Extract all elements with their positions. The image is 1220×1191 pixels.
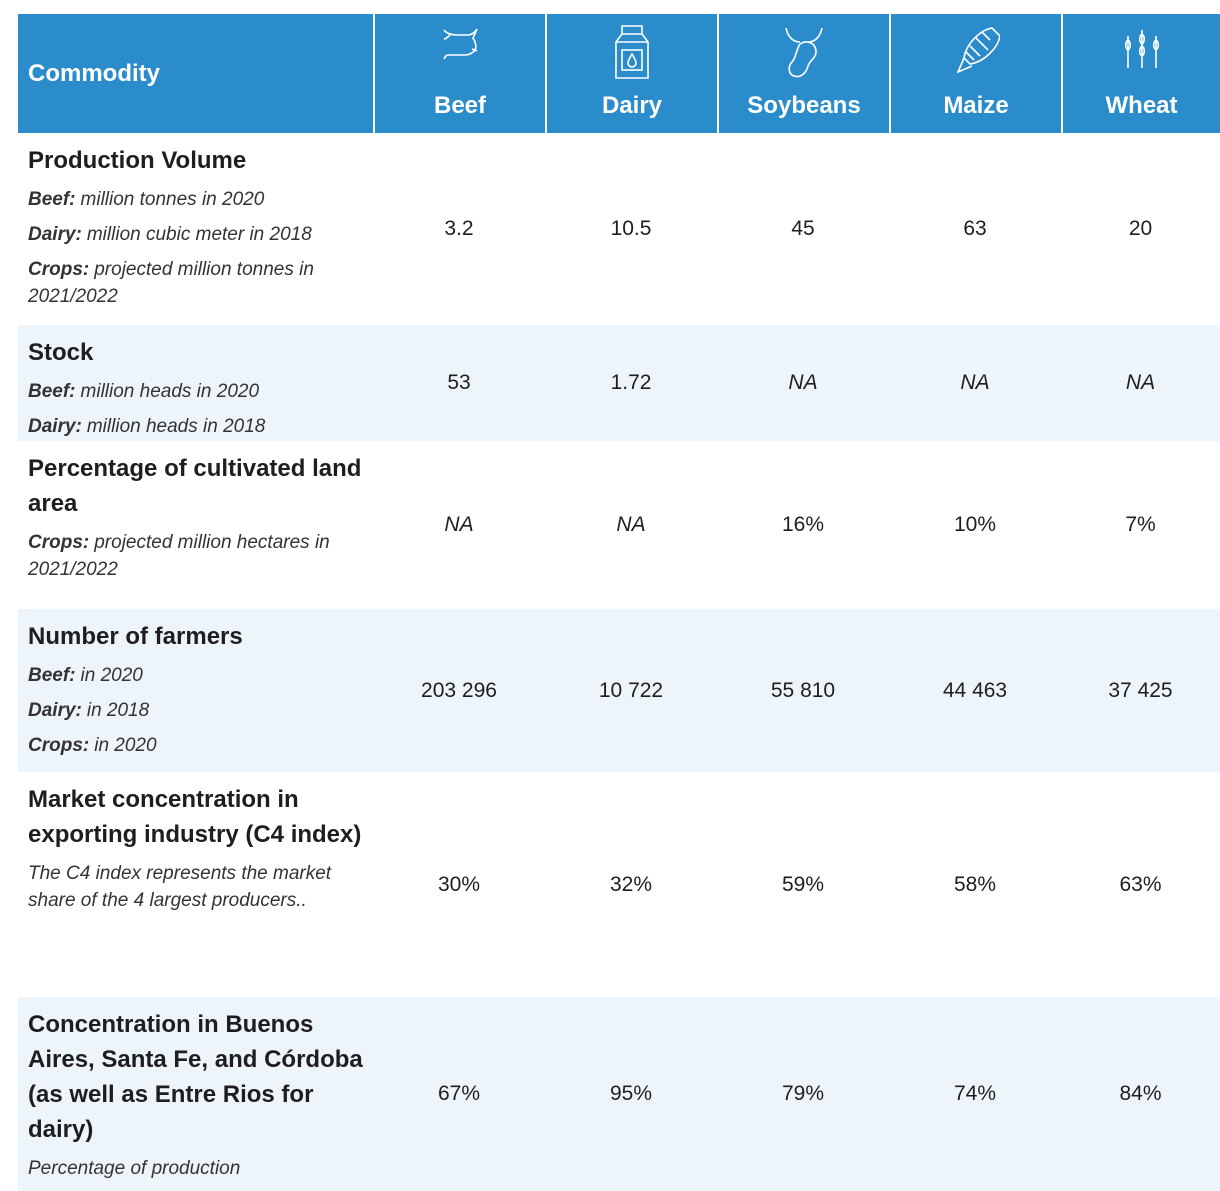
row-note: Dairy: in 2018	[28, 697, 363, 724]
value-cell: 59%	[781, 872, 825, 896]
note-label: Dairy:	[28, 700, 82, 721]
maize-icon	[956, 27, 1000, 74]
note-text: million tonnes in 2020	[80, 189, 265, 210]
value-cell: 53	[447, 371, 471, 394]
note-text: projected million tonnes in 2021/2022	[28, 259, 314, 307]
value-cell: 10.5	[610, 217, 652, 240]
row-note: Beef: million tonnes in 2020	[28, 186, 363, 213]
note-label: Crops:	[28, 259, 90, 280]
value-cell: 3.2	[444, 217, 474, 240]
value-cell: NA	[1125, 371, 1156, 394]
header-cell: Maize	[889, 14, 1061, 133]
table-row: Concentration in Buenos Aires, Santa Fe,…	[18, 997, 1220, 1191]
value-cell: 95%	[609, 1082, 653, 1105]
note-text: in 2020	[80, 665, 143, 686]
table-row: Market concentration in exporting indust…	[18, 772, 1220, 997]
row-title: Market concentration in exporting indust…	[28, 786, 362, 848]
note-text: Percentage of production	[28, 1158, 241, 1179]
header-cell: Dairy	[545, 14, 717, 133]
note-label: Dairy:	[28, 224, 82, 245]
value-cell: 20	[1128, 217, 1153, 240]
row-label-cell: Production Volume Beef: million tonnes in …	[18, 133, 373, 325]
header-column: Beef	[433, 92, 487, 119]
value-cell: 37 425	[1108, 678, 1173, 702]
value-cell: 1.72	[610, 371, 652, 394]
value-cell: 32%	[609, 872, 653, 896]
note-text: million cubic meter in 2018	[86, 224, 312, 245]
row-title: Number of farmers	[28, 623, 243, 650]
row-note: Dairy: million cubic meter in 2018	[28, 221, 363, 248]
value-cell: 16%	[781, 513, 825, 536]
value-cell: 58%	[953, 872, 997, 896]
row-label-cell: Market concentration in exporting indust…	[18, 772, 373, 997]
header-column: Wheat	[1105, 92, 1178, 119]
value-cell: 67%	[437, 1082, 481, 1105]
value-cell: 30%	[437, 872, 481, 896]
note-text: projected million hectares in 2021/2022	[28, 532, 330, 580]
header-cell: Wheat	[1061, 14, 1220, 133]
note-label: Beef:	[28, 665, 76, 686]
row-title: Concentration in Buenos Aires, Santa Fe,…	[28, 1011, 363, 1143]
note-text: million heads in 2018	[86, 416, 266, 437]
table-row: Percentage of cultivated land area Crops:…	[18, 441, 1220, 609]
value-cell: NA	[444, 513, 474, 536]
note-label: Beef:	[28, 381, 76, 402]
note-text: in 2018	[86, 700, 150, 721]
note-text: million heads in 2020	[80, 381, 260, 402]
row-note: Dairy: million heads in 2018	[28, 413, 363, 440]
beef-icon	[443, 28, 478, 60]
note-text: The C4 index represents the market share…	[28, 863, 332, 911]
value-cell: 44 463	[942, 678, 1008, 702]
table-row: Production Volume Beef: million tonnes in …	[18, 133, 1220, 325]
soybeans-icon	[785, 27, 823, 78]
header-column: Maize	[943, 92, 1009, 119]
value-cell: NA	[616, 513, 646, 536]
value-cell: 10%	[953, 513, 997, 536]
note-text: in 2020	[94, 735, 157, 756]
value-cell: 10 722	[598, 678, 664, 702]
note-label: Crops:	[28, 735, 90, 756]
note-label: Dairy:	[28, 416, 82, 437]
value-cell: 79%	[781, 1082, 825, 1105]
note-label: Crops:	[28, 532, 90, 553]
table-row: Number of farmers Beef: in 2020 Dairy: in 20…	[18, 609, 1220, 772]
note-label: Beef:	[28, 189, 76, 210]
row-title: Percentage of cultivated land area	[28, 455, 362, 517]
header-row: Commodity Beef Dairy Soybeans Maize Whea…	[18, 14, 1220, 133]
row-note: Crops: projected million hectares in 2021…	[28, 529, 363, 583]
row-note: The C4 index represents the market share…	[28, 860, 363, 914]
row-title: Stock	[28, 339, 94, 366]
value-cell: 74%	[953, 1082, 997, 1105]
value-cell: 84%	[1119, 1082, 1162, 1105]
wheat-icon	[1124, 30, 1159, 68]
row-label-cell: Percentage of cultivated land area Crops:…	[18, 441, 373, 609]
row-note: Crops: projected million tonnes in 2021/2…	[28, 256, 363, 310]
table: Commodity Beef Dairy Soybeans Maize Whea…	[18, 14, 1220, 1191]
header-cell: Beef	[373, 14, 545, 133]
row-label-cell: Concentration in Buenos Aires, Santa Fe,…	[18, 997, 373, 1191]
row-label-cell: Stock Beef: million heads in 2020 Dairy: mil…	[18, 325, 373, 441]
row-label-cell: Number of farmers Beef: in 2020 Dairy: in 20…	[18, 609, 373, 772]
row-note: Beef: million heads in 2020	[28, 378, 363, 405]
value-cell: NA	[960, 371, 990, 394]
value-cell: 203 296	[421, 678, 497, 702]
header-column: Soybeans	[747, 92, 861, 119]
value-cell: 63%	[1119, 872, 1162, 896]
dairy-icon	[615, 25, 649, 79]
row-note: Beef: in 2020	[28, 662, 363, 689]
header-column: Dairy	[601, 92, 663, 119]
value-cell: 45	[791, 217, 815, 240]
header-cell: Soybeans	[717, 14, 889, 133]
value-cell: NA	[788, 371, 818, 394]
header-title: Commodity	[28, 59, 160, 87]
value-cell: 63	[963, 217, 987, 240]
row-title: Production Volume	[28, 147, 247, 174]
row-note: Percentage of production	[28, 1155, 363, 1182]
row-note: Crops: in 2020	[28, 732, 363, 759]
table-row: Stock Beef: million heads in 2020 Dairy: mil…	[18, 325, 1220, 441]
value-cell: 7%	[1125, 513, 1156, 536]
value-cell: 55 810	[770, 678, 836, 702]
